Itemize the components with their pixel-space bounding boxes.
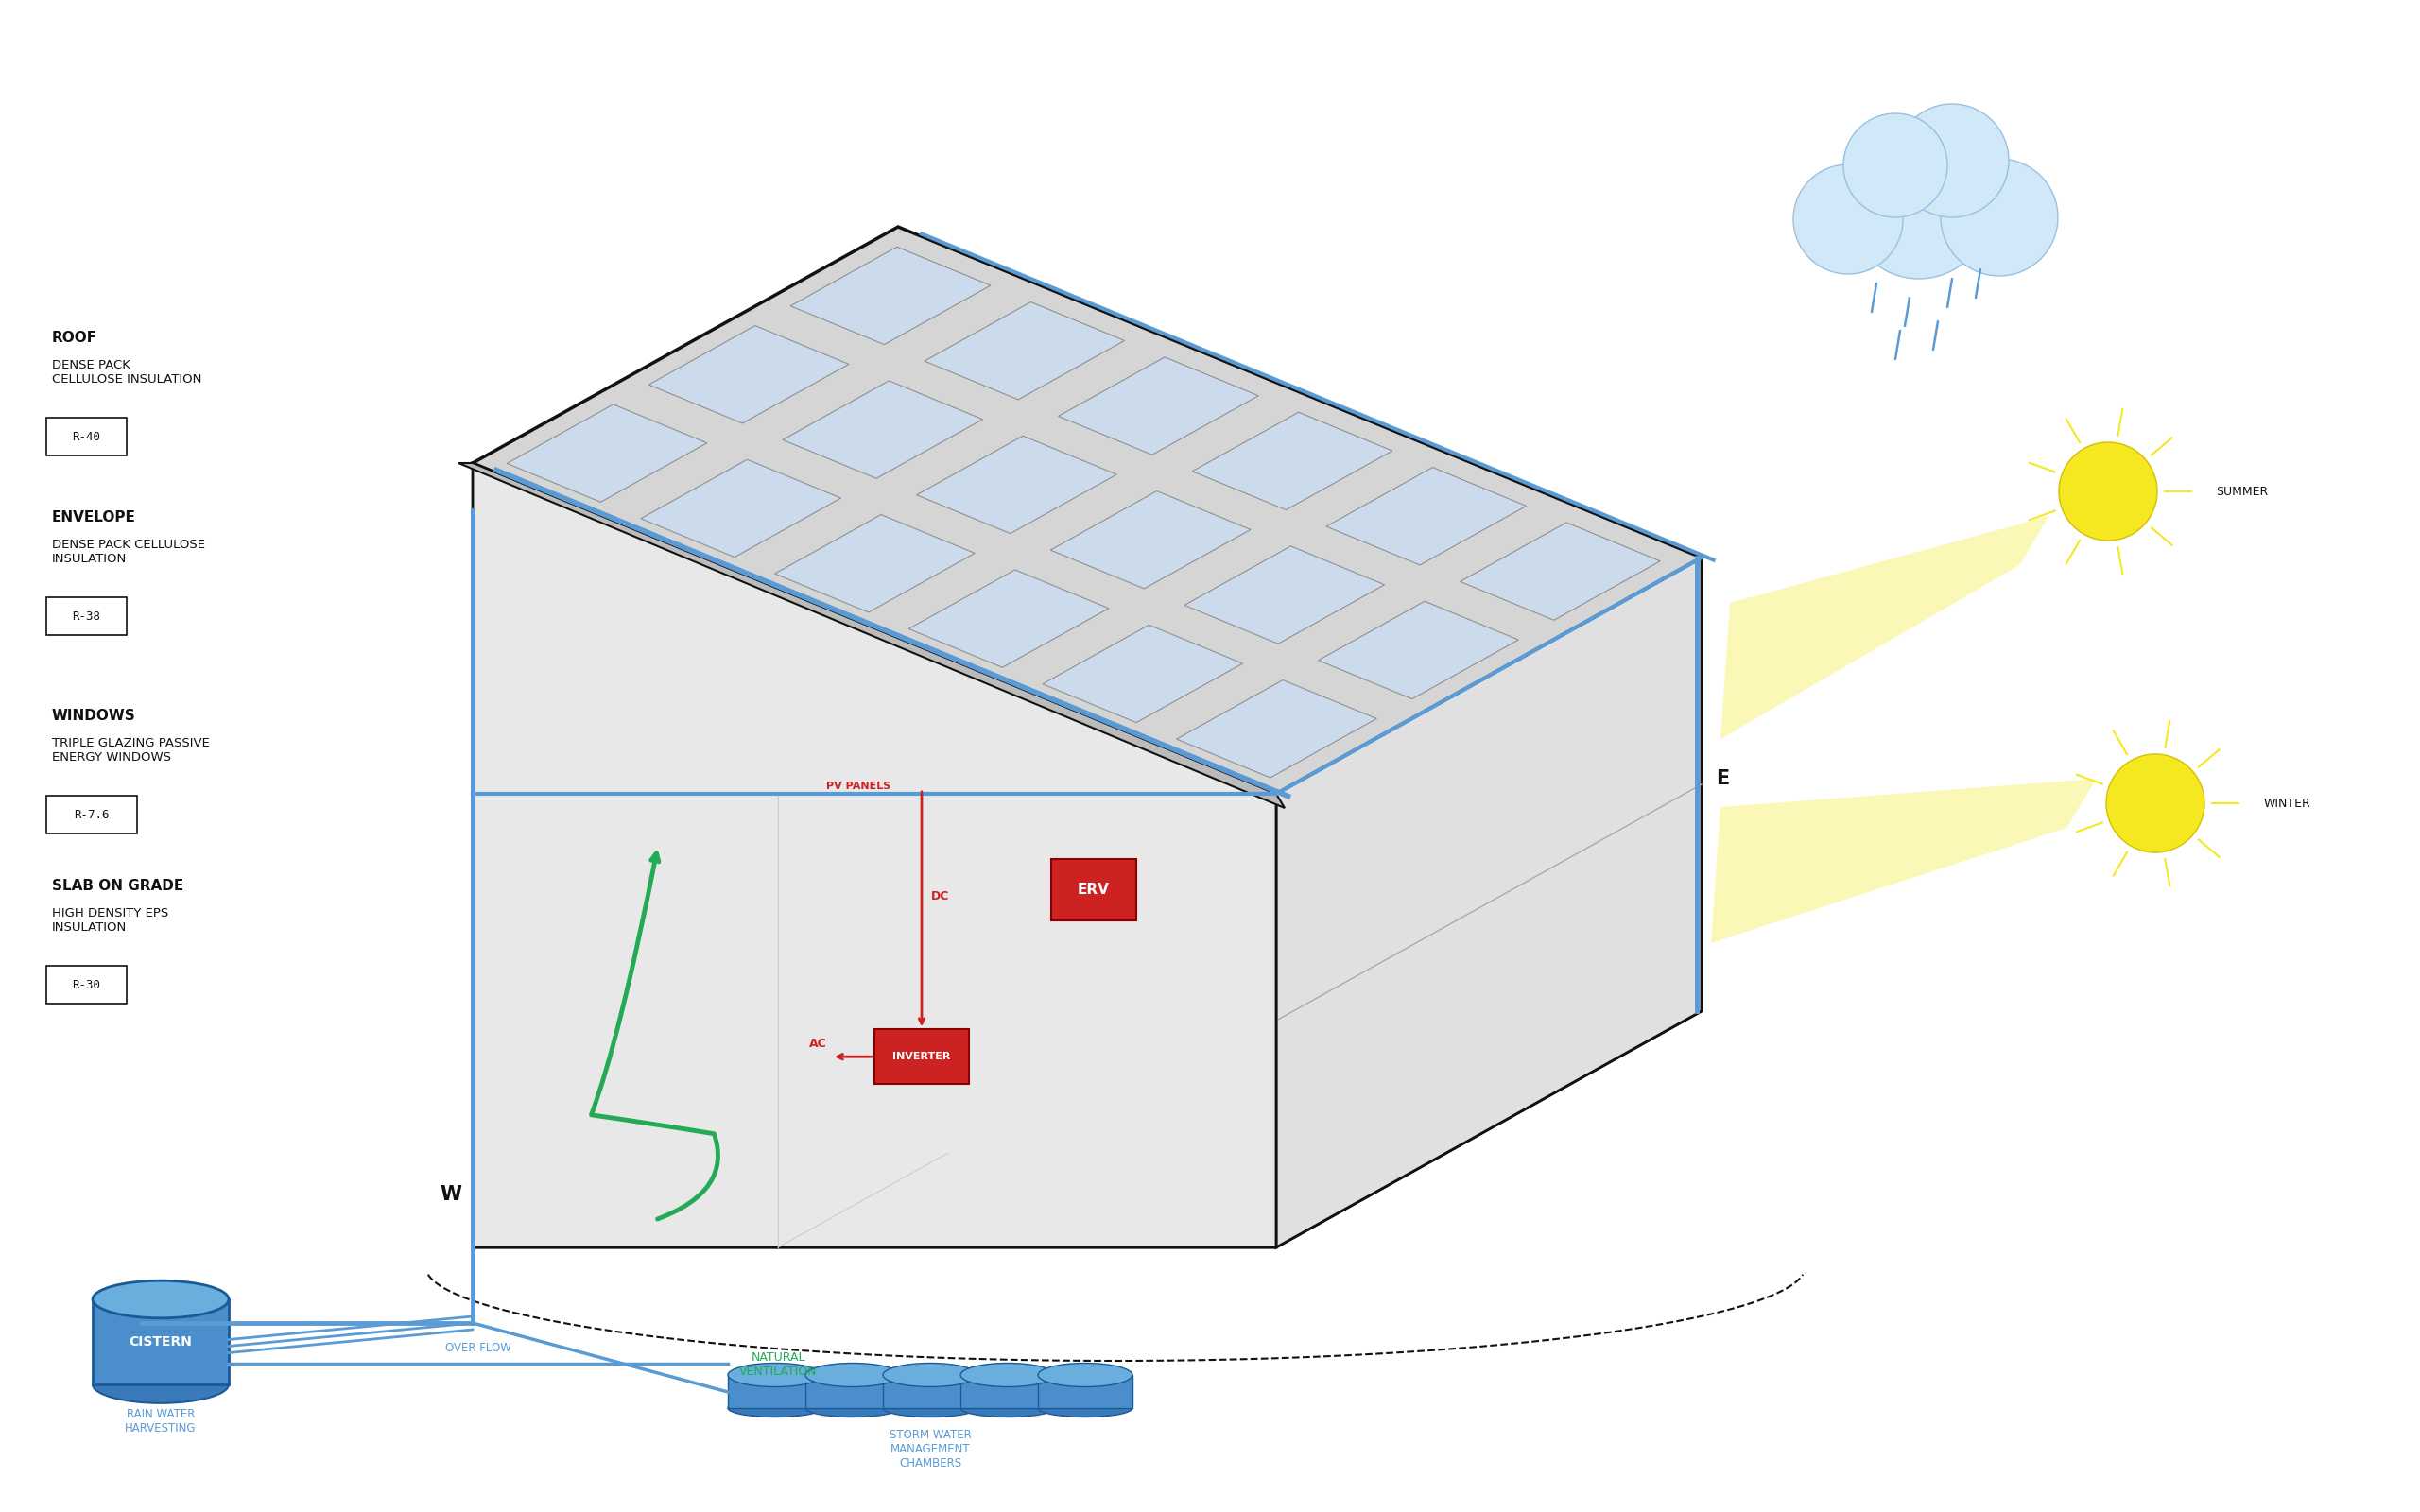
Polygon shape bbox=[472, 463, 1275, 1247]
Text: ROOF: ROOF bbox=[51, 331, 97, 345]
Ellipse shape bbox=[883, 1399, 978, 1417]
Text: NATURAL
VENTILATION: NATURAL VENTILATION bbox=[738, 1352, 818, 1377]
Polygon shape bbox=[806, 1374, 900, 1408]
Circle shape bbox=[1941, 159, 2057, 275]
Circle shape bbox=[2059, 442, 2156, 541]
Ellipse shape bbox=[806, 1399, 900, 1417]
Text: ENVELOPE: ENVELOPE bbox=[51, 511, 136, 525]
Text: WINDOWS: WINDOWS bbox=[51, 709, 136, 723]
Text: DENSE PACK
CELLULOSE INSULATION: DENSE PACK CELLULOSE INSULATION bbox=[51, 358, 201, 386]
Polygon shape bbox=[908, 570, 1108, 667]
Polygon shape bbox=[1711, 779, 2096, 943]
Text: STORM WATER
MANAGEMENT
CHAMBERS: STORM WATER MANAGEMENT CHAMBERS bbox=[888, 1429, 970, 1470]
Text: R-7.6: R-7.6 bbox=[75, 809, 109, 821]
Polygon shape bbox=[1319, 602, 1517, 699]
Text: DENSE PACK CELLULOSE
INSULATION: DENSE PACK CELLULOSE INSULATION bbox=[51, 538, 206, 565]
Polygon shape bbox=[1721, 516, 2050, 739]
Polygon shape bbox=[1050, 491, 1251, 588]
Ellipse shape bbox=[961, 1364, 1055, 1387]
Polygon shape bbox=[883, 1374, 978, 1408]
Text: DC: DC bbox=[932, 891, 949, 903]
Text: ERV: ERV bbox=[1077, 883, 1111, 897]
Text: RAIN WATER
HARVESTING: RAIN WATER HARVESTING bbox=[126, 1408, 196, 1435]
Polygon shape bbox=[472, 1012, 1701, 1247]
Text: TRIPLE GLAZING PASSIVE
ENERGY WINDOWS: TRIPLE GLAZING PASSIVE ENERGY WINDOWS bbox=[51, 738, 211, 764]
Text: INVERTER: INVERTER bbox=[893, 1052, 951, 1061]
Ellipse shape bbox=[728, 1399, 823, 1417]
Polygon shape bbox=[791, 246, 990, 345]
Polygon shape bbox=[1193, 413, 1391, 510]
FancyBboxPatch shape bbox=[46, 795, 138, 833]
FancyBboxPatch shape bbox=[1050, 859, 1137, 921]
Text: R-40: R-40 bbox=[73, 431, 102, 443]
Polygon shape bbox=[1459, 523, 1660, 620]
Text: W: W bbox=[440, 1185, 462, 1204]
Circle shape bbox=[2105, 754, 2205, 853]
Text: OVER FLOW: OVER FLOW bbox=[445, 1343, 511, 1355]
Ellipse shape bbox=[883, 1364, 978, 1387]
Polygon shape bbox=[457, 463, 1285, 807]
FancyBboxPatch shape bbox=[874, 1030, 968, 1084]
Polygon shape bbox=[728, 1374, 823, 1408]
Polygon shape bbox=[1058, 357, 1258, 455]
Ellipse shape bbox=[806, 1364, 900, 1387]
Ellipse shape bbox=[92, 1281, 230, 1318]
FancyBboxPatch shape bbox=[46, 966, 126, 1004]
FancyBboxPatch shape bbox=[46, 597, 126, 635]
FancyArrowPatch shape bbox=[590, 853, 719, 1219]
Text: SUMMER: SUMMER bbox=[2217, 485, 2268, 497]
Polygon shape bbox=[1043, 624, 1244, 723]
Polygon shape bbox=[92, 1299, 230, 1385]
Circle shape bbox=[1793, 165, 1902, 274]
Text: R-38: R-38 bbox=[73, 609, 102, 623]
Ellipse shape bbox=[961, 1399, 1055, 1417]
Ellipse shape bbox=[1038, 1364, 1133, 1387]
Polygon shape bbox=[898, 227, 1701, 1012]
Polygon shape bbox=[782, 381, 983, 478]
Polygon shape bbox=[917, 435, 1116, 534]
Text: PV PANELS: PV PANELS bbox=[825, 782, 891, 791]
Text: SLAB ON GRADE: SLAB ON GRADE bbox=[51, 878, 184, 894]
Ellipse shape bbox=[728, 1364, 823, 1387]
Circle shape bbox=[1895, 104, 2009, 218]
FancyBboxPatch shape bbox=[46, 417, 126, 455]
Polygon shape bbox=[924, 302, 1125, 399]
Text: HIGH DENSITY EPS
INSULATION: HIGH DENSITY EPS INSULATION bbox=[51, 907, 169, 933]
Polygon shape bbox=[1038, 1374, 1133, 1408]
Polygon shape bbox=[472, 227, 1701, 794]
Polygon shape bbox=[961, 1374, 1055, 1408]
Ellipse shape bbox=[1038, 1399, 1133, 1417]
Polygon shape bbox=[1275, 558, 1701, 1247]
Polygon shape bbox=[774, 514, 975, 612]
Polygon shape bbox=[1183, 546, 1384, 644]
Polygon shape bbox=[641, 460, 840, 556]
Text: WINTER: WINTER bbox=[2263, 797, 2311, 809]
Text: CISTERN: CISTERN bbox=[128, 1335, 191, 1349]
Polygon shape bbox=[649, 325, 849, 423]
Circle shape bbox=[1849, 138, 1989, 278]
Polygon shape bbox=[1176, 680, 1377, 777]
Ellipse shape bbox=[92, 1365, 230, 1403]
Circle shape bbox=[1844, 113, 1948, 218]
Text: E: E bbox=[1716, 770, 1730, 788]
Text: R-30: R-30 bbox=[73, 978, 102, 990]
Polygon shape bbox=[1326, 467, 1527, 565]
Polygon shape bbox=[506, 404, 707, 502]
Text: AC: AC bbox=[808, 1037, 828, 1049]
